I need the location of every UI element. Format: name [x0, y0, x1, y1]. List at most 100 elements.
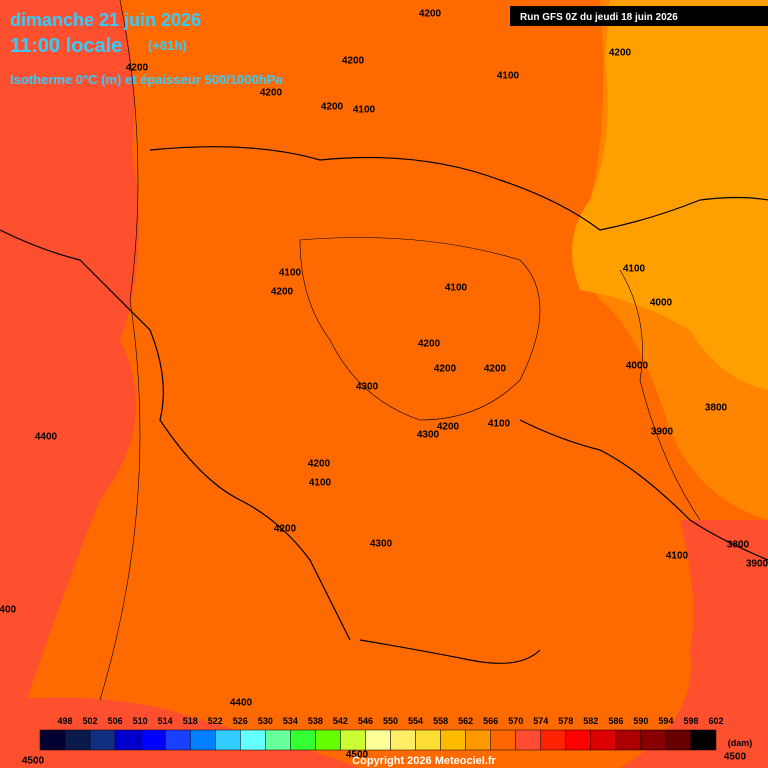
legend-label: 570	[508, 716, 523, 726]
legend-label: 586	[608, 716, 623, 726]
contour-label: 3900	[651, 427, 674, 438]
isoline	[299, 237, 541, 421]
legend-label: 602	[708, 716, 723, 726]
contour-label: 4000	[626, 361, 649, 372]
legend-swatch	[690, 729, 717, 751]
contour-label: 4200	[274, 524, 297, 535]
legend-swatch	[139, 729, 166, 751]
contour-label: 4200	[308, 459, 331, 470]
contour-label: 4200	[437, 422, 460, 433]
legend-label: 514	[158, 716, 173, 726]
legend-swatch	[665, 729, 692, 751]
legend-swatch	[189, 729, 216, 751]
legend-swatch	[240, 729, 266, 751]
contour-label: 4500	[346, 750, 369, 761]
legend-label: 550	[383, 716, 398, 726]
legend-swatch	[164, 729, 191, 751]
contour-label: 4200	[342, 56, 365, 67]
contour-labels: 4200 4200 4200 4200 4100 4200 4200 4100 4100 4200…	[0, 9, 768, 767]
legend-label: 518	[183, 716, 198, 726]
copyright: Copyright 2026 Meteociel.fr	[352, 755, 496, 767]
contour-label: 4500	[22, 756, 45, 767]
contour-label: 4200	[609, 48, 632, 59]
legend-swatch	[315, 729, 341, 751]
contour-label: 4100	[666, 551, 689, 562]
date: dimanche 21 juin 2026	[10, 10, 201, 30]
contour-label: 4300	[370, 539, 393, 550]
contour-label: 4200	[419, 9, 442, 20]
legend-label: 498	[58, 716, 73, 726]
contour-label: 4300	[417, 430, 440, 441]
contour-label: 4100	[623, 264, 646, 275]
legend-unit: (dam)	[728, 738, 753, 748]
legend-label: 546	[358, 716, 373, 726]
contour-label: 4300	[356, 382, 379, 393]
legend-label: 594	[658, 716, 673, 726]
legend-swatch	[265, 729, 291, 751]
legend-swatch	[89, 729, 116, 751]
contour-label: 4400	[0, 605, 17, 616]
legend-label: 542	[333, 716, 348, 726]
legend-label: 538	[308, 716, 323, 726]
legend-label: 534	[283, 716, 298, 726]
contour-label: 4200	[271, 287, 294, 298]
legend-swatch	[340, 729, 366, 751]
legend-swatch	[490, 729, 516, 751]
contour-label: 4200	[434, 364, 457, 375]
contour-label: 3800	[727, 540, 750, 551]
field-574	[0, 0, 139, 768]
legend-swatch	[365, 729, 391, 751]
contour-label: 4100	[488, 419, 511, 430]
legend-swatch	[565, 729, 592, 751]
legend-label: 554	[408, 716, 423, 726]
legend-swatch	[640, 729, 667, 751]
coastline	[0, 229, 351, 641]
legend-label: 578	[558, 716, 573, 726]
coastline	[359, 639, 541, 664]
contour-label: 3900	[746, 559, 768, 570]
time: 11:00 locale	[10, 35, 122, 57]
legend-label: 590	[633, 716, 648, 726]
run-info: Run GFS 0Z du jeudi 18 juin 2026	[520, 12, 678, 23]
legend-swatch	[215, 729, 241, 751]
contour-label: 4100	[309, 478, 332, 489]
legend-label: 530	[258, 716, 273, 726]
legend-label: 582	[583, 716, 598, 726]
contour-label: 4100	[353, 105, 376, 116]
legend-swatch	[540, 729, 567, 751]
legend-swatch	[615, 729, 642, 751]
isoline	[619, 269, 701, 521]
field-574	[620, 520, 768, 768]
legend-swatch	[290, 729, 316, 751]
contour-label: 4000	[650, 298, 673, 309]
legend-label: 510	[133, 716, 148, 726]
coastlines	[0, 146, 768, 664]
contour-label: 4400	[35, 432, 58, 443]
legend-swatch	[465, 729, 491, 751]
contour-label: 4200	[321, 102, 344, 113]
legend-swatch	[114, 729, 141, 751]
contour-label: 4200	[484, 364, 507, 375]
legend-label: 566	[483, 716, 498, 726]
legend-label: 506	[108, 716, 123, 726]
isoline	[99, 0, 141, 701]
contour-label: 4100	[279, 268, 302, 279]
legend-swatch	[390, 729, 416, 751]
legend-label: 522	[208, 716, 223, 726]
legend-swatch	[415, 729, 441, 751]
field-name: Isotherme 0°C (m) et épaisseur 500/1000h…	[10, 72, 283, 87]
lead-time: (+81h)	[148, 38, 187, 53]
legend-swatch	[64, 729, 91, 751]
contour-label: 4200	[126, 63, 149, 74]
isolines	[99, 0, 701, 701]
legend-swatch	[590, 729, 617, 751]
legend-label: 598	[683, 716, 698, 726]
legend-label: 574	[533, 716, 548, 726]
contour-label: 4100	[445, 283, 468, 294]
run-banner	[510, 6, 768, 26]
contour-label: 3800	[705, 403, 728, 414]
contour-label: 4100	[497, 71, 520, 82]
legend-swatch	[39, 729, 66, 751]
legend-label: 562	[458, 716, 473, 726]
